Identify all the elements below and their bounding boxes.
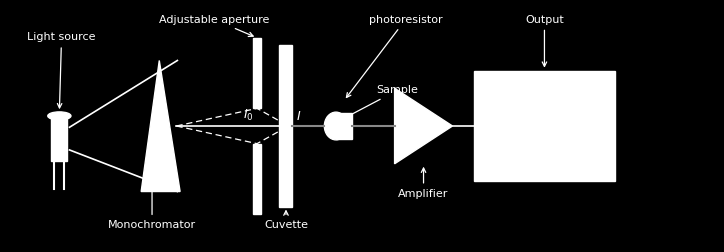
- Ellipse shape: [48, 112, 71, 120]
- Text: Sample: Sample: [333, 85, 418, 124]
- Polygon shape: [141, 60, 180, 192]
- Text: Light source: Light source: [28, 32, 96, 108]
- Polygon shape: [395, 88, 452, 164]
- Bar: [51, 116, 67, 161]
- Bar: [253, 38, 261, 108]
- Bar: [336, 113, 352, 139]
- Text: Output: Output: [525, 15, 564, 66]
- Text: $I$: $I$: [296, 110, 302, 123]
- Text: Amplifier: Amplifier: [398, 168, 449, 199]
- Text: Cuvette: Cuvette: [264, 211, 308, 230]
- Text: Monochromator: Monochromator: [108, 186, 196, 230]
- Bar: [279, 45, 292, 207]
- Bar: [474, 71, 615, 181]
- Text: $I_0$: $I_0$: [243, 108, 253, 123]
- Bar: [253, 144, 261, 214]
- Ellipse shape: [324, 112, 348, 140]
- Text: Adjustable aperture: Adjustable aperture: [159, 15, 269, 37]
- Text: photoresistor: photoresistor: [346, 15, 442, 98]
